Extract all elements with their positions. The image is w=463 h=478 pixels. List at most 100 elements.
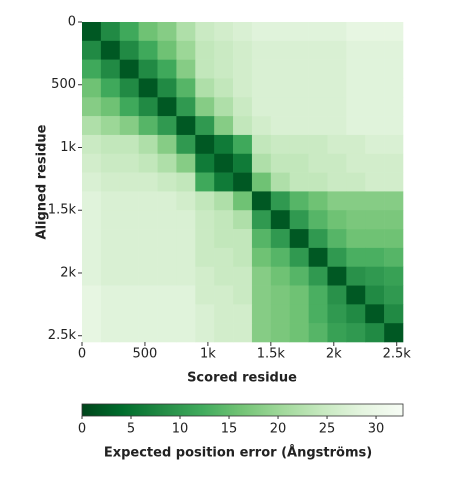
heatmap-cell bbox=[100, 116, 121, 136]
heatmap-cell bbox=[384, 97, 404, 117]
heatmap-cell bbox=[346, 97, 366, 117]
heatmap-cell bbox=[138, 78, 158, 98]
heatmap-cell bbox=[176, 172, 196, 192]
heatmap-cell bbox=[346, 266, 366, 286]
heatmap-cell bbox=[82, 247, 102, 268]
heatmap-cell bbox=[138, 191, 158, 211]
heatmap-cell bbox=[365, 304, 385, 324]
heatmap-cell bbox=[176, 59, 196, 79]
heatmap-cell bbox=[270, 247, 291, 268]
heatmap-cell bbox=[233, 97, 253, 117]
heatmap-cell bbox=[365, 247, 385, 268]
heatmap-cell bbox=[384, 116, 404, 136]
heatmap-cell bbox=[270, 191, 291, 211]
heatmap-cell bbox=[82, 116, 102, 136]
heatmap-cell bbox=[346, 78, 366, 98]
heatmap-cell bbox=[251, 323, 272, 343]
colorbar-tick-label: 25 bbox=[319, 422, 336, 437]
heatmap-cell bbox=[82, 172, 102, 192]
heatmap-cell bbox=[176, 266, 196, 286]
heatmap-cell bbox=[119, 247, 139, 268]
heatmap-cell bbox=[251, 116, 272, 136]
heatmap-cell bbox=[289, 172, 309, 192]
heatmap-cell bbox=[119, 59, 139, 79]
heatmap-cell bbox=[365, 97, 385, 117]
heatmap-cell bbox=[289, 229, 309, 249]
heatmap-cell bbox=[327, 22, 347, 42]
heatmap-cell bbox=[270, 323, 291, 343]
heatmap-cell bbox=[308, 210, 328, 230]
heatmap-cell bbox=[157, 229, 177, 249]
heatmap-cell bbox=[289, 210, 309, 230]
heatmap-cell bbox=[138, 285, 158, 305]
heatmap-cell bbox=[384, 22, 404, 42]
heatmap-cell bbox=[346, 323, 366, 343]
heatmap-cell bbox=[384, 59, 404, 79]
heatmap-cell bbox=[214, 285, 234, 305]
heatmap-cell bbox=[176, 134, 196, 155]
heatmap-cell bbox=[289, 59, 309, 79]
heatmap-cell bbox=[270, 229, 291, 249]
heatmap-cell bbox=[138, 172, 158, 192]
heatmap-cell bbox=[100, 78, 121, 98]
colorbar-tick-label: 0 bbox=[78, 422, 86, 437]
heatmap-cell bbox=[119, 210, 139, 230]
heatmap-cell bbox=[157, 304, 177, 324]
x-tick-label: 500 bbox=[133, 347, 158, 362]
heatmap-cell bbox=[327, 247, 347, 268]
heatmap-cell bbox=[327, 304, 347, 324]
heatmap-cell bbox=[233, 59, 253, 79]
heatmap-cell bbox=[327, 40, 347, 60]
heatmap-cell bbox=[138, 247, 158, 268]
heatmap-cell bbox=[308, 116, 328, 136]
colorbar-tick-label: 20 bbox=[270, 422, 287, 437]
heatmap-cell bbox=[270, 134, 291, 155]
heatmap-cell bbox=[157, 22, 177, 42]
heatmap-cell bbox=[100, 97, 121, 117]
x-tick-label: 2.5k bbox=[383, 347, 412, 362]
heatmap-cell bbox=[157, 191, 177, 211]
heatmap-cell bbox=[100, 266, 121, 286]
heatmap-cell bbox=[346, 191, 366, 211]
heatmap-cell bbox=[82, 191, 102, 211]
heatmap-cell bbox=[365, 229, 385, 249]
heatmap-cell bbox=[289, 40, 309, 60]
heatmap-cell bbox=[176, 285, 196, 305]
y-tick-label: 1.5k bbox=[48, 203, 77, 218]
heatmap-cell bbox=[251, 78, 272, 98]
heatmap-cell bbox=[195, 22, 215, 42]
heatmap-cell bbox=[233, 116, 253, 136]
heatmap-cell bbox=[119, 285, 139, 305]
heatmap-cell bbox=[214, 134, 234, 155]
heatmap-cell bbox=[176, 229, 196, 249]
heatmap-cell bbox=[327, 116, 347, 136]
heatmap-cell bbox=[82, 153, 102, 173]
heatmap-cell bbox=[384, 247, 404, 268]
heatmap-cell bbox=[214, 97, 234, 117]
heatmap-cell bbox=[119, 40, 139, 60]
heatmap-cell bbox=[327, 172, 347, 192]
heatmap-cell bbox=[195, 210, 215, 230]
heatmap-cell bbox=[233, 266, 253, 286]
heatmap-cell bbox=[214, 229, 234, 249]
heatmap-cell bbox=[251, 191, 272, 211]
heatmap-cell bbox=[138, 210, 158, 230]
heatmap-cell bbox=[176, 40, 196, 60]
heatmap-cell bbox=[138, 323, 158, 343]
heatmap-cell bbox=[270, 59, 291, 79]
y-tick-label: 2k bbox=[60, 265, 76, 280]
heatmap-cell bbox=[289, 97, 309, 117]
heatmap-cell bbox=[195, 134, 215, 155]
heatmap-cell bbox=[82, 304, 102, 324]
x-tick-label: 1.5k bbox=[257, 347, 286, 362]
heatmap-cell bbox=[119, 323, 139, 343]
heatmap-cell bbox=[289, 323, 309, 343]
heatmap-cell bbox=[82, 40, 102, 60]
heatmap-cell bbox=[251, 304, 272, 324]
heatmap-cell bbox=[100, 40, 121, 60]
heatmap-cell bbox=[270, 22, 291, 42]
heatmap-cell bbox=[214, 153, 234, 173]
heatmap-cell bbox=[214, 304, 234, 324]
heatmap-cell bbox=[157, 153, 177, 173]
heatmap-cell bbox=[346, 229, 366, 249]
